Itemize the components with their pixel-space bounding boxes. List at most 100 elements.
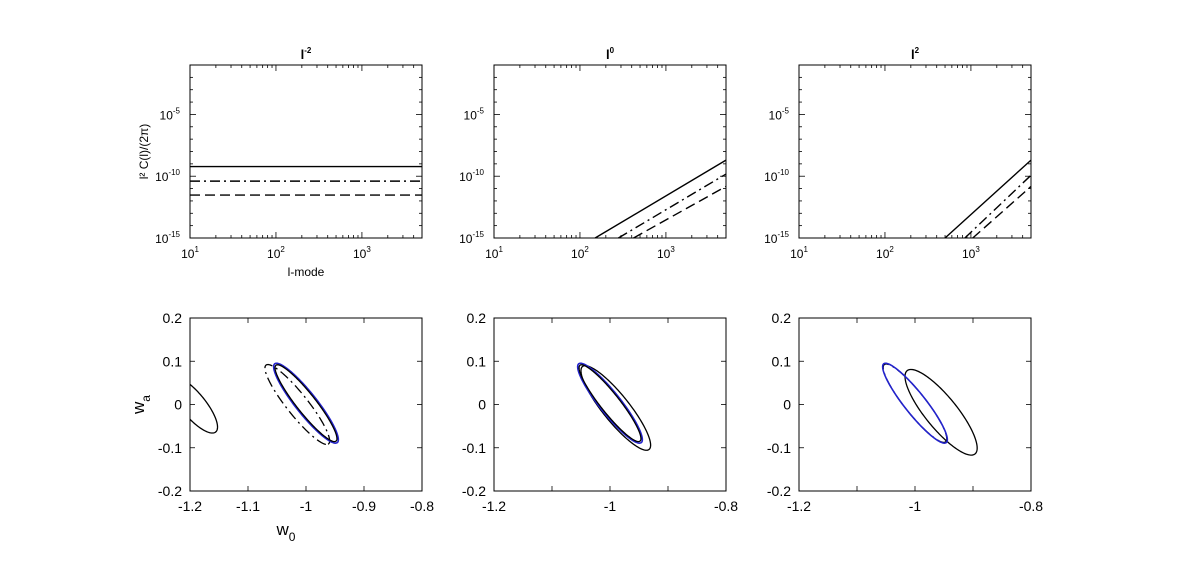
- contour-panel-2: -1.2 -1 -0.8 -0.2 -0.1 0 0.1 0.2: [462, 310, 738, 514]
- contours: [190, 362, 340, 446]
- text-part: 3: [975, 245, 980, 254]
- series-line-solid: [944, 159, 1032, 239]
- contour-ellipse-solid: [881, 362, 949, 444]
- text-part: 10: [267, 247, 281, 261]
- text-part: 10: [353, 247, 367, 261]
- text-part: 10: [459, 170, 473, 184]
- text-part: 2: [584, 245, 589, 254]
- text-part: -5: [782, 106, 790, 115]
- contour-ellipse-solid: [272, 362, 340, 444]
- series-line-dashdot: [964, 174, 1032, 239]
- series-line-dashed: [633, 185, 727, 239]
- y-tick-label: 0: [783, 397, 791, 413]
- text-part: -15: [168, 230, 180, 239]
- y-tick-label: 0.2: [163, 310, 183, 326]
- plot-frame: [493, 317, 727, 492]
- x-tick-label: -1.1: [236, 498, 260, 514]
- text-part: 2: [280, 245, 285, 254]
- text-part: 10: [962, 247, 976, 261]
- panel-title: l0: [606, 46, 615, 62]
- contour-ellipse-dashdot: [264, 363, 331, 446]
- contour-panel-3: -1.2 -1 -0.8 -0.2 -0.1 0 0.1 0.2: [767, 310, 1043, 514]
- x-tick-label: -1: [300, 498, 313, 514]
- text-part: w: [276, 520, 290, 539]
- y-tick-label: -0.2: [462, 483, 486, 499]
- x-tick-label: -1.2: [787, 498, 811, 514]
- y-tick-label: 0.2: [772, 310, 792, 326]
- plot-frame: [189, 317, 423, 492]
- text-part: -10: [472, 168, 484, 177]
- x-tick-label: -1: [604, 498, 617, 514]
- y-tick-label: 0.1: [772, 353, 792, 369]
- x-tick-label: 102: [571, 245, 589, 261]
- panel-title: l-2: [301, 46, 312, 62]
- text-part: 10: [876, 247, 890, 261]
- text-part: 10: [764, 170, 778, 184]
- y-tick-label: 10-10: [764, 168, 789, 184]
- text-part: 10: [769, 108, 783, 122]
- x-tick-label: 101: [790, 245, 808, 261]
- text-part: 10: [657, 247, 671, 261]
- y-axis-label: l² C(l)/(2π): [137, 124, 151, 180]
- text-part: w: [129, 401, 148, 415]
- x-tick-label: -1: [909, 498, 922, 514]
- y-tick-label: 10-15: [459, 230, 484, 246]
- text-part: 10: [571, 247, 585, 261]
- contours: [881, 362, 978, 456]
- series-line-dashdot: [618, 173, 727, 239]
- text-part: -10: [777, 168, 789, 177]
- text-part: 10: [485, 247, 499, 261]
- x-tick-label: 102: [876, 245, 894, 261]
- contours: [576, 362, 652, 451]
- text-part: 10: [155, 170, 169, 184]
- contour-ellipse-solid: [190, 383, 219, 434]
- contour-ellipse-solid: [274, 364, 338, 443]
- contour-ellipse-solid: [576, 362, 644, 444]
- x-tick-label: -1.2: [178, 498, 202, 514]
- text-part: 10: [764, 232, 778, 246]
- text-part: 3: [670, 245, 675, 254]
- y-tick-label: 0.1: [163, 353, 183, 369]
- text-part: 10: [790, 247, 804, 261]
- y-tick-label: 0.1: [467, 353, 487, 369]
- text-part: 0: [289, 530, 296, 544]
- text-part: 2: [915, 46, 920, 55]
- text-part: l: [301, 47, 305, 62]
- contour-ellipse-solid: [904, 368, 978, 456]
- x-tick-label: -0.8: [1019, 498, 1043, 514]
- text-part: 0: [610, 46, 615, 55]
- text-part: 1: [803, 245, 808, 254]
- y-tick-label: 0: [174, 397, 182, 413]
- x-tick-label: 103: [962, 245, 980, 261]
- plot-frame: [798, 317, 1032, 492]
- x-tick-label: -0.8: [714, 498, 738, 514]
- series-line-solid: [594, 159, 727, 239]
- text-part: -15: [472, 230, 484, 239]
- text-part: 1: [194, 245, 199, 254]
- text-part: l: [911, 47, 915, 62]
- contour-ellipse-solid: [580, 365, 652, 451]
- contour-ellipse-solid: [578, 364, 642, 443]
- text-part: 10: [155, 232, 169, 246]
- text-part: 10: [160, 108, 174, 122]
- text-part: 10: [459, 232, 473, 246]
- y-tick-label: 10-15: [155, 230, 180, 246]
- x-tick-label: 102: [267, 245, 285, 261]
- y-tick-label: -0.1: [767, 440, 791, 456]
- y-axis-label: wa: [129, 395, 153, 415]
- y-tick-label: 10-10: [459, 168, 484, 184]
- panel-title: l2: [911, 46, 920, 62]
- text-part: -10: [168, 168, 180, 177]
- text-part: -5: [173, 106, 181, 115]
- text-part: 10: [181, 247, 195, 261]
- y-tick-label: 0.2: [467, 310, 487, 326]
- y-tick-label: 0: [478, 397, 486, 413]
- y-tick-label: -0.2: [158, 483, 182, 499]
- text-part: -15: [777, 230, 789, 239]
- text-part: l: [606, 47, 610, 62]
